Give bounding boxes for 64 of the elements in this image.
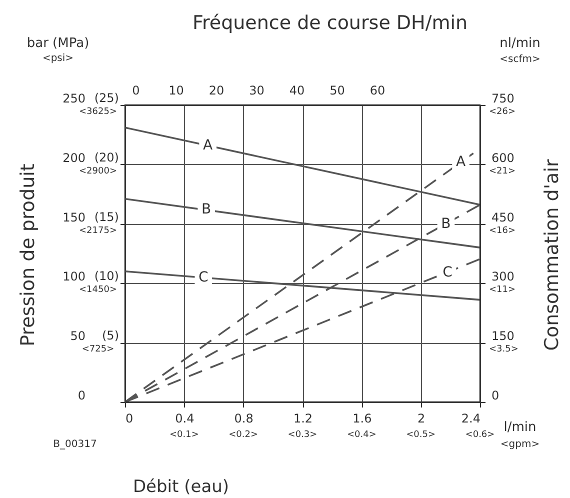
- text: B_00317: [53, 439, 97, 450]
- x-tick-label: 0.4: [175, 412, 194, 426]
- text: (5): [102, 328, 119, 343]
- x2-tick-label: 50: [330, 84, 345, 98]
- text: <3625>: [79, 107, 117, 117]
- x-tick-label: 2: [418, 412, 426, 426]
- y-tick-label: 150: [62, 210, 86, 224]
- text: <21>: [489, 166, 516, 176]
- text: <1450>: [79, 285, 117, 296]
- annotation: A: [203, 137, 214, 154]
- text: <16>: [489, 226, 516, 236]
- x2-tick-label: 20: [208, 84, 224, 98]
- x-axis-title: Débit (eau): [132, 477, 230, 497]
- text: l/min: [504, 420, 536, 435]
- x2-tick-label: 60: [370, 84, 386, 98]
- x-tick-label: 0.8: [234, 412, 254, 426]
- text: (15): [94, 210, 119, 224]
- x-tick-label: 1.6: [352, 412, 372, 426]
- text: <0.4>: [346, 430, 376, 440]
- x-tick-label: 1.2: [293, 412, 313, 426]
- y-axis-title: Pression de produit: [17, 164, 39, 346]
- text: (10): [94, 269, 119, 284]
- x2-tick-label: 40: [289, 84, 305, 98]
- x-tick-label: 2.4: [461, 412, 480, 426]
- x2-tick-label: 30: [249, 84, 264, 98]
- y-tick-label: 200: [62, 150, 86, 165]
- y2-tick-label: 0: [492, 388, 500, 402]
- y-tick-label: 50: [70, 329, 86, 344]
- text: <2175>: [79, 226, 117, 236]
- text: <3.5>: [489, 344, 518, 355]
- text: <psi>: [42, 53, 74, 64]
- text: bar (MPa): [26, 36, 90, 51]
- text: <0.2>: [228, 430, 258, 440]
- text: <0.3>: [288, 430, 318, 440]
- text: <11>: [489, 285, 516, 296]
- text: <0.1>: [169, 430, 199, 440]
- text: <scfm>: [500, 54, 540, 65]
- text: (25): [94, 91, 119, 105]
- x2-axis-title: Fréquence de course DH/min: [192, 12, 468, 34]
- x2-tick-label: 10: [168, 84, 184, 98]
- text: <26>: [489, 107, 516, 117]
- y2-tick-label: 150: [492, 329, 514, 344]
- y2-axis-title: Consommation d'air: [541, 159, 563, 351]
- text: <725>: [82, 344, 114, 355]
- y2-tick-label: 600: [492, 150, 514, 165]
- annotation: B: [202, 202, 212, 218]
- annotation: B: [441, 216, 451, 232]
- y-tick-label: 250: [62, 92, 86, 106]
- y-tick-label: 100: [62, 270, 86, 284]
- y2-tick-label: 450: [492, 210, 514, 224]
- y2-tick-label: 300: [492, 270, 514, 284]
- text: <gpm>: [500, 439, 540, 450]
- annotation: C: [198, 269, 209, 286]
- annotation: A: [456, 154, 466, 170]
- x-tick-label: 0: [126, 412, 134, 426]
- y2-tick-label: 750: [492, 92, 514, 106]
- text: <0.5>: [406, 430, 436, 440]
- y-tick-label: 0: [78, 388, 86, 402]
- x2-tick-label: 0: [132, 84, 140, 98]
- text: (20): [94, 150, 119, 164]
- text: <0.6>: [465, 430, 495, 440]
- text: <2900>: [79, 166, 117, 176]
- text: nl/min: [500, 36, 540, 51]
- annotation: C: [442, 264, 453, 281]
